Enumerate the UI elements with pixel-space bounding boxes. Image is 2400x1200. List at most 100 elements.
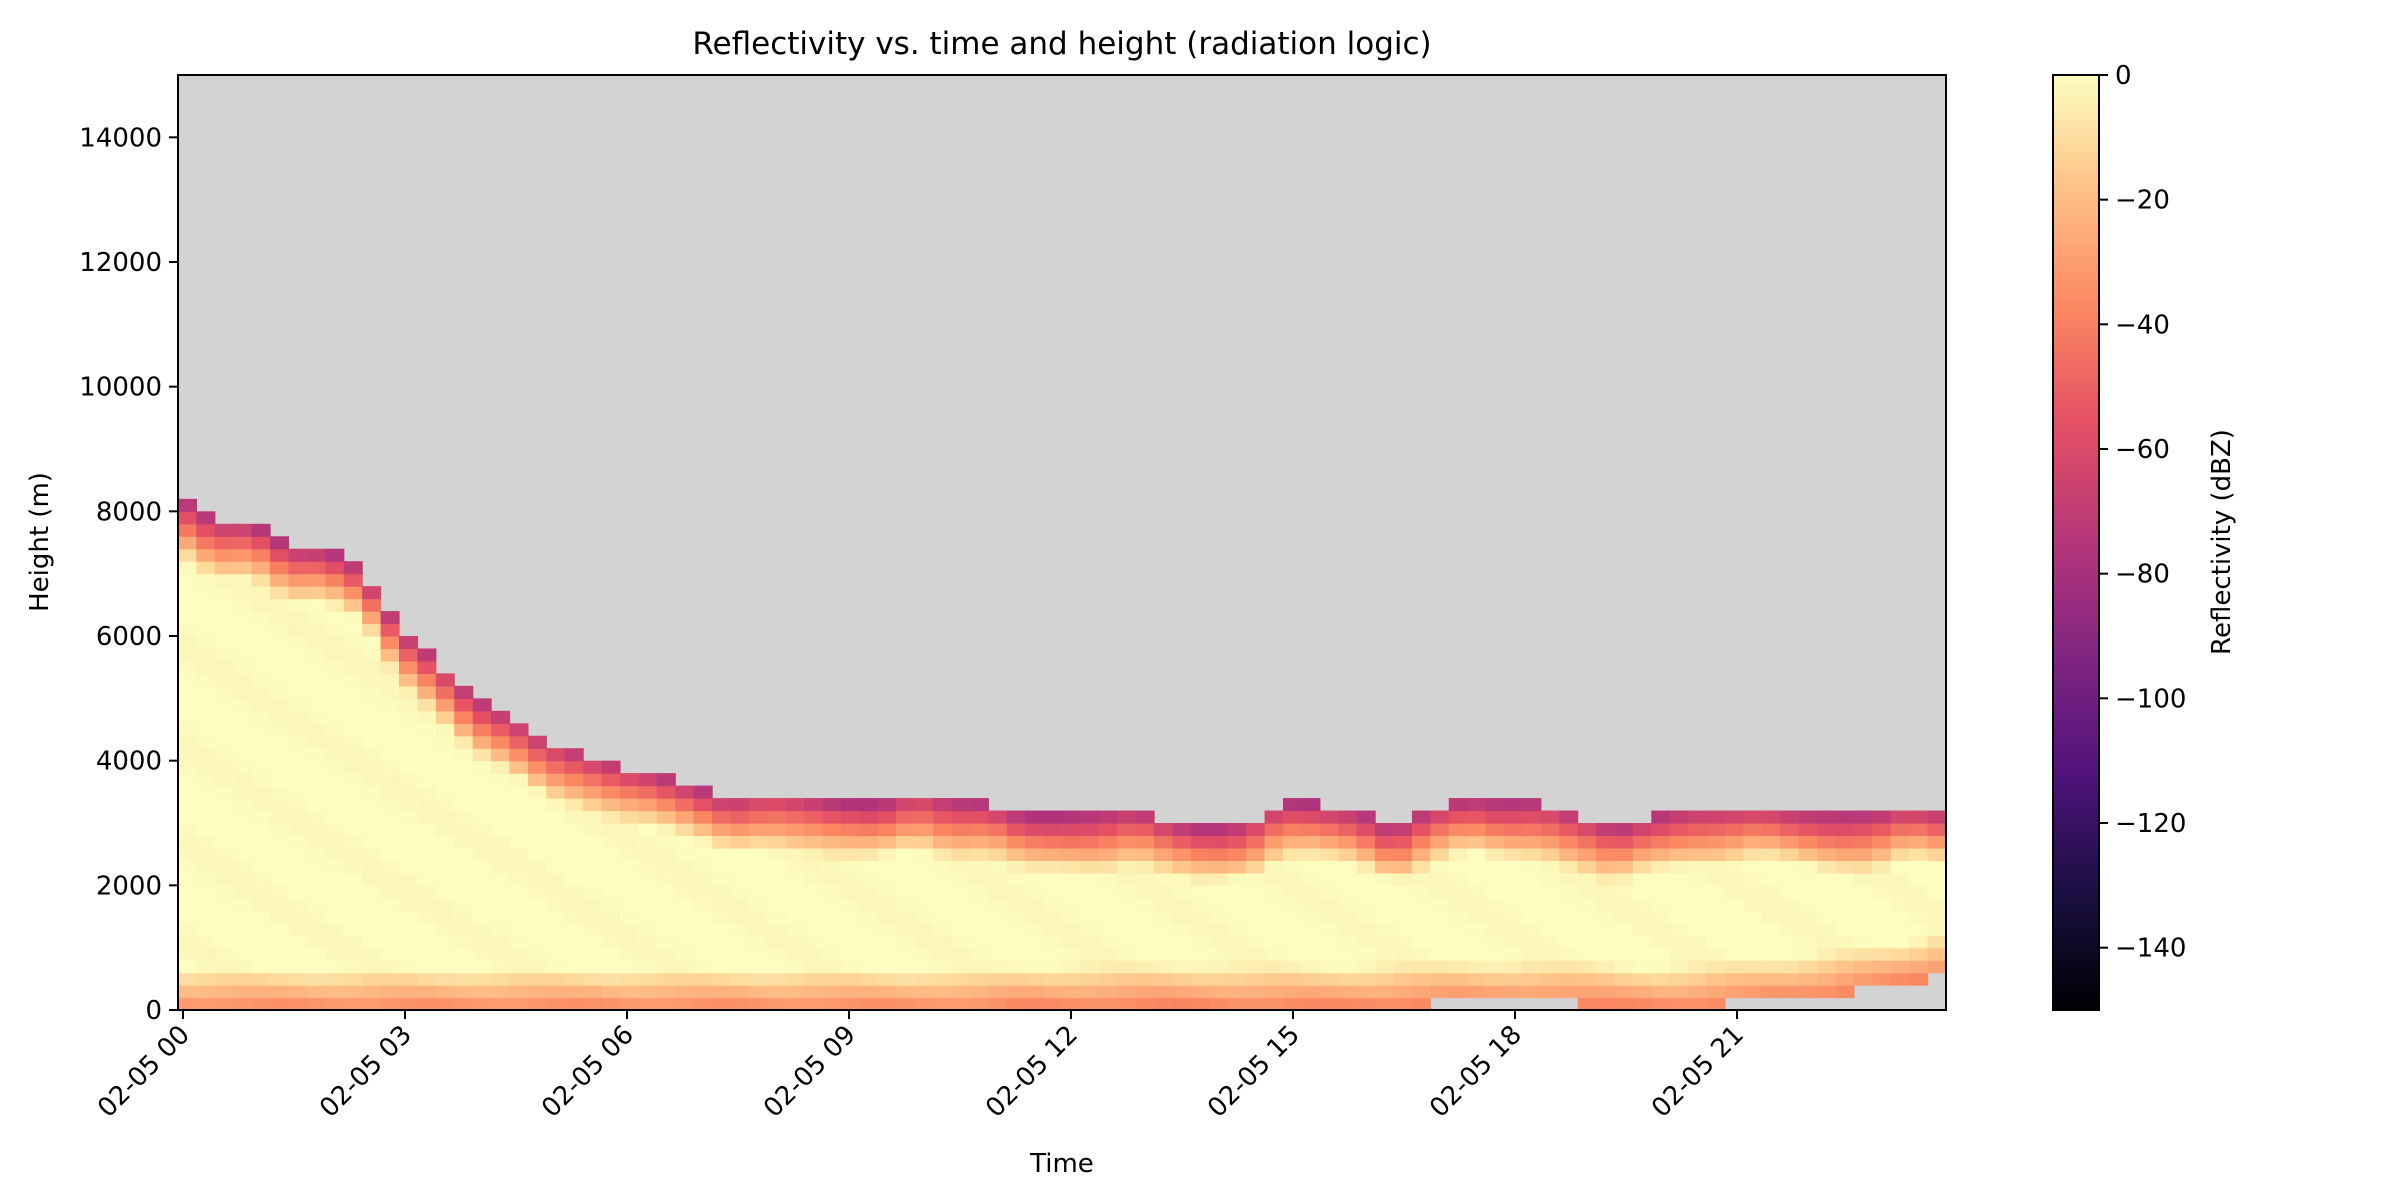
heatmap-cell	[509, 997, 529, 1011]
heatmap-cell	[380, 872, 400, 886]
heatmap-cell	[509, 910, 529, 924]
heatmap-cell	[896, 810, 916, 824]
heatmap-cell	[196, 735, 216, 749]
heatmap-cell	[491, 960, 511, 974]
heatmap-cell	[343, 723, 363, 737]
heatmap-cell	[583, 910, 603, 924]
heatmap-cell	[1909, 823, 1929, 837]
heatmap-cell	[343, 997, 363, 1011]
heatmap-cell	[417, 748, 437, 762]
heatmap-cell	[730, 847, 750, 861]
heatmap-cell	[1909, 810, 1929, 824]
heatmap-cell	[399, 847, 419, 861]
heatmap-cell	[1614, 860, 1634, 874]
heatmap-cell	[564, 897, 584, 911]
heatmap-cell	[417, 872, 437, 886]
heatmap-cell	[1117, 897, 1137, 911]
heatmap-cell	[1411, 872, 1431, 886]
heatmap-cell	[288, 573, 308, 587]
heatmap-cell	[1117, 835, 1137, 849]
heatmap-cell	[564, 985, 584, 999]
heatmap-cell	[1540, 810, 1560, 824]
heatmap-cell	[712, 860, 732, 874]
heatmap-cell	[233, 660, 253, 674]
heatmap-cell	[214, 648, 234, 662]
heatmap-cell	[1504, 810, 1524, 824]
heatmap-cell	[1540, 947, 1560, 961]
heatmap-cell	[178, 523, 198, 537]
heatmap-cell	[362, 611, 382, 625]
heatmap-cell	[1172, 997, 1192, 1011]
heatmap-cell	[1080, 922, 1100, 936]
heatmap-cell	[178, 685, 198, 699]
heatmap-cell	[767, 798, 787, 812]
heatmap-cell	[362, 835, 382, 849]
heatmap-cell	[1927, 860, 1947, 874]
heatmap-cell	[1540, 823, 1560, 837]
heatmap-cell	[1596, 835, 1616, 849]
heatmap-cell	[251, 748, 271, 762]
heatmap-cell	[288, 985, 308, 999]
heatmap-cell	[1098, 935, 1118, 949]
heatmap-cell	[417, 685, 437, 699]
heatmap-cell	[1596, 985, 1616, 999]
heatmap-cell	[1117, 972, 1137, 986]
heatmap-cell	[785, 935, 805, 949]
heatmap-cell	[877, 935, 897, 949]
y-tick-label: 12000	[79, 248, 162, 278]
heatmap-cell	[251, 960, 271, 974]
heatmap-cell	[288, 673, 308, 687]
heatmap-cell	[1669, 835, 1689, 849]
heatmap-cell	[1706, 847, 1726, 861]
heatmap-cell	[417, 823, 437, 837]
heatmap-cell	[399, 960, 419, 974]
heatmap-cell	[454, 947, 474, 961]
heatmap-cell	[693, 897, 713, 911]
heatmap-cell	[1062, 922, 1082, 936]
heatmap-cell	[767, 897, 787, 911]
heatmap-cell	[1706, 935, 1726, 949]
heatmap-cell	[804, 823, 824, 837]
heatmap-cell	[214, 573, 234, 587]
heatmap-cell	[1025, 935, 1045, 949]
heatmap-cell	[1172, 935, 1192, 949]
heatmap-cell	[196, 935, 216, 949]
heatmap-cell	[1246, 935, 1266, 949]
heatmap-cell	[1872, 823, 1892, 837]
heatmap-cell	[343, 623, 363, 637]
heatmap-cell	[1393, 860, 1413, 874]
heatmap-cell	[325, 897, 345, 911]
heatmap-cell	[196, 636, 216, 650]
heatmap-cell	[1559, 947, 1579, 961]
heatmap-cell	[546, 935, 566, 949]
heatmap-cell	[325, 685, 345, 699]
heatmap-cell	[454, 897, 474, 911]
heatmap-cell	[380, 972, 400, 986]
heatmap-cell	[251, 972, 271, 986]
heatmap-cell	[178, 773, 198, 787]
heatmap-cell	[233, 922, 253, 936]
heatmap-cell	[1301, 935, 1321, 949]
heatmap-cell	[1375, 847, 1395, 861]
heatmap-cell	[491, 872, 511, 886]
y-tick-label: 8000	[96, 497, 162, 527]
heatmap-cell	[951, 847, 971, 861]
heatmap-cell	[472, 698, 492, 712]
heatmap-cell	[1135, 860, 1155, 874]
heatmap-cell	[1743, 910, 1763, 924]
heatmap-cell	[1540, 960, 1560, 974]
heatmap-cell	[601, 947, 621, 961]
heatmap-cell	[233, 735, 253, 749]
heatmap-cell	[233, 835, 253, 849]
heatmap-cell	[1043, 935, 1063, 949]
heatmap-cell	[693, 922, 713, 936]
heatmap-cell	[1190, 985, 1210, 999]
colorbar-tick-label: −140	[2115, 934, 2186, 964]
heatmap-cell	[1632, 972, 1652, 986]
heatmap-cell	[417, 910, 437, 924]
heatmap-cell	[1614, 997, 1634, 1011]
heatmap-cell	[1706, 835, 1726, 849]
heatmap-cell	[1209, 910, 1229, 924]
heatmap-cell	[325, 947, 345, 961]
heatmap-cell	[362, 935, 382, 949]
